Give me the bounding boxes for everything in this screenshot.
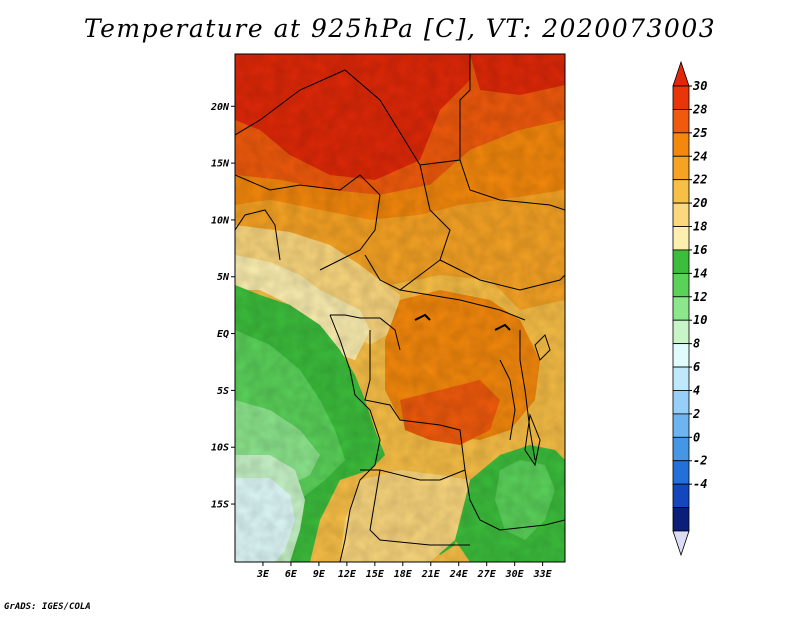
colorbar-swatch <box>672 179 690 204</box>
colorbar-label: 10 <box>693 313 707 327</box>
colorbar-label: 16 <box>693 243 707 257</box>
colorbar-label: 24 <box>692 149 707 163</box>
colorbar-label: -2 <box>693 454 707 468</box>
credit-label: GrADS: IGES/COLA <box>4 602 91 612</box>
colorbar-top-arrow <box>672 60 690 87</box>
colorbar-swatch <box>672 319 690 345</box>
colorbar-swatch <box>672 85 690 110</box>
lat-tick-label: 10S <box>211 443 229 454</box>
colorbar-label: 2 <box>692 407 700 421</box>
colorbar-label: 22 <box>692 173 707 187</box>
colorbar-swatch <box>672 483 690 508</box>
lon-tick-label: 30E <box>505 569 525 580</box>
colorbar-label: 12 <box>693 290 707 304</box>
country-boundaries <box>235 54 565 562</box>
colorbar-label: -4 <box>693 477 707 491</box>
colorbar-label: 6 <box>693 360 700 374</box>
temperature-field <box>235 54 565 562</box>
lat-tick-label: 20N <box>210 102 230 113</box>
colorbar-label: 28 <box>692 102 707 116</box>
colorbar-label: 8 <box>693 337 700 351</box>
map-frame <box>234 53 566 563</box>
colorbar-swatch <box>672 390 690 415</box>
lat-tick-label: 15S <box>211 500 229 511</box>
lon-tick-label: 24E <box>449 569 469 580</box>
colorbar-label: 18 <box>693 220 707 234</box>
map-title: Temperature at 925hPa [C], VT: 202007300… <box>83 14 717 43</box>
colorbar-swatch <box>672 507 690 532</box>
colorbar-label: 25 <box>692 126 707 140</box>
colorbar-swatch <box>672 272 690 298</box>
colorbar-swatch <box>672 413 690 438</box>
lon-tick-label: 9E <box>313 569 326 580</box>
lon-tick-label: 3E <box>256 569 270 580</box>
lat-tick-label: 5N <box>217 272 230 283</box>
colorbar-swatch <box>672 296 690 321</box>
longitude-axis: 3E 6E 9E 12E 15E 18E 21E 24E 27E 30E 33E <box>256 562 553 580</box>
colorbar-swatch <box>672 226 690 251</box>
lon-tick-label: 33E <box>533 569 553 580</box>
lon-tick-label: 27E <box>477 569 497 580</box>
lat-tick-label: 5S <box>217 386 229 397</box>
colorbar-swatch <box>672 436 690 462</box>
colorbar-label: 30 <box>692 79 707 93</box>
colorbar-label: 14 <box>693 266 707 280</box>
colorbar-swatch <box>672 109 690 134</box>
colorbar-swatch <box>672 366 690 391</box>
colorbar-swatch <box>672 249 690 274</box>
colorbar-label: 0 <box>693 430 700 444</box>
colorbar-swatch <box>672 343 690 368</box>
colorbar-swatch <box>672 460 690 485</box>
lat-tick-label: 15N <box>211 159 230 170</box>
colorbar-swatch <box>672 132 690 157</box>
lon-tick-label: 6E <box>285 569 298 580</box>
colorbar-label: 4 <box>693 383 700 397</box>
colorbar-label: 20 <box>692 196 707 210</box>
lon-tick-label: 18E <box>394 569 413 580</box>
lon-tick-label: 21E <box>421 569 441 580</box>
colorbar-bottom-arrow <box>672 530 690 557</box>
lon-tick-label: 15E <box>366 569 385 580</box>
colorbar-swatch <box>672 202 690 227</box>
latitude-axis: 20N 15N 10N 5N EQ 5S 10S 15S <box>210 102 235 511</box>
lon-tick-label: 12E <box>338 569 357 580</box>
lat-tick-label: EQ <box>217 329 229 340</box>
colorbar-swatch <box>672 155 690 181</box>
lat-tick-label: 10N <box>211 215 230 226</box>
